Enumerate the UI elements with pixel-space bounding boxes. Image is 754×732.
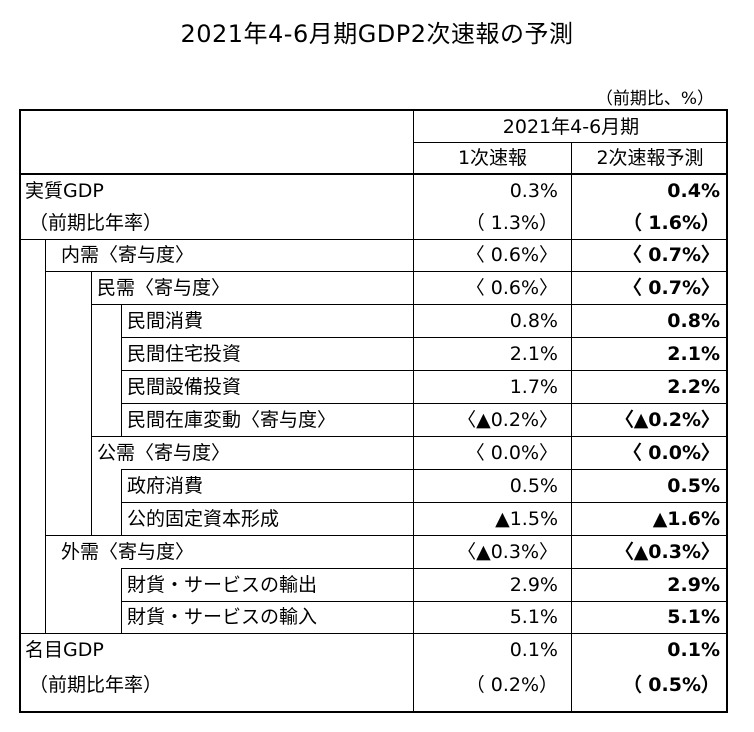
- page-title: 2021年4-6月期GDP2次速報の予測: [180, 20, 574, 48]
- cell-first-estimate: 0.8%: [509, 310, 558, 332]
- unit-note: （前期比、%）: [595, 89, 714, 109]
- header-col2: 2次速報予測: [596, 147, 704, 169]
- row-label-nominal-gdp: 名目GDP: [25, 639, 104, 661]
- indent-line-1: [45, 239, 46, 633]
- header-bottom-border: [21, 173, 726, 175]
- row-separator: [121, 469, 726, 470]
- row-separator: [121, 568, 726, 569]
- cell-second-forecast: 0.1%: [667, 639, 720, 661]
- cell-first-estimate: （ 0.2%）: [465, 674, 558, 696]
- cell-second-forecast: 0.8%: [667, 310, 720, 332]
- row-separator: [45, 271, 726, 272]
- header-period: 2021年4-6月期: [502, 116, 640, 138]
- cell-second-forecast: ▲1.6%: [652, 508, 720, 530]
- cell-first-estimate: 2.9%: [509, 574, 558, 596]
- indent-line-3c: [121, 568, 122, 633]
- cell-first-estimate: ▲1.5%: [495, 508, 558, 530]
- row-label-external-demand: 外需〈寄与度〉: [61, 541, 195, 563]
- cell-second-forecast: 〈 0.7%〉: [622, 244, 720, 266]
- row-label-exports: 財貨・サービスの輸出: [127, 574, 318, 596]
- row-label-private-housing: 民間住宅投資: [127, 343, 242, 365]
- row-separator: [21, 633, 726, 634]
- cell-first-estimate: 0.5%: [509, 475, 558, 497]
- row-separator: [121, 370, 726, 371]
- row-label-domestic-demand: 内需〈寄与度〉: [61, 244, 195, 266]
- row-separator: [91, 436, 726, 437]
- row-label-public-demand: 公需〈寄与度〉: [97, 442, 231, 464]
- row-separator: [21, 239, 726, 240]
- row-label-private-consumption: 民間消費: [127, 310, 204, 332]
- cell-first-estimate: 〈 0.0%〉: [465, 442, 558, 464]
- cell-second-forecast: 2.9%: [667, 574, 720, 596]
- row-label-public-investment: 公的固定資本形成: [127, 508, 280, 530]
- row-label-government-consumption: 政府消費: [127, 475, 204, 497]
- cell-second-forecast: 〈▲0.2%〉: [614, 409, 720, 431]
- row-label-annualized: （前期比年率）: [29, 212, 163, 234]
- cell-first-estimate: 0.3%: [509, 180, 558, 202]
- cell-second-forecast: 〈 0.7%〉: [622, 277, 720, 299]
- cell-first-estimate: 〈▲0.2%〉: [457, 409, 558, 431]
- cell-second-forecast: （ 1.6%）: [622, 212, 720, 234]
- row-label-private-inventory: 民間在庫変動〈寄与度〉: [127, 409, 337, 431]
- cell-first-estimate: （ 1.3%）: [465, 212, 558, 234]
- row-separator: [91, 304, 726, 305]
- row-label-private-demand: 民需〈寄与度〉: [97, 277, 231, 299]
- cell-second-forecast: 2.1%: [667, 343, 720, 365]
- row-separator: [121, 502, 726, 503]
- cell-first-estimate: 〈 0.6%〉: [465, 244, 558, 266]
- row-separator: [121, 403, 726, 404]
- cell-second-forecast: （ 0.5%）: [622, 674, 720, 696]
- indent-line-2: [91, 271, 92, 535]
- indent-line-3a: [121, 304, 122, 436]
- row-label-imports: 財貨・サービスの輸入: [127, 606, 318, 628]
- cell-first-estimate: 5.1%: [509, 606, 558, 628]
- row-label-real-gdp: 実質GDP: [25, 180, 104, 202]
- header-divider: [413, 142, 726, 143]
- col-divider-2: [571, 142, 572, 711]
- row-separator: [45, 535, 726, 536]
- cell-second-forecast: 2.2%: [667, 376, 720, 398]
- header-col1: 1次速報: [457, 147, 528, 169]
- gdp-forecast-table: 2021年4-6月期 1次速報 2次速報予測 実質GDP （前期比年率） 内需〈…: [19, 109, 728, 713]
- indent-line-3b: [121, 469, 122, 535]
- cell-second-forecast: 〈 0.0%〉: [622, 442, 720, 464]
- cell-second-forecast: 0.4%: [667, 180, 720, 202]
- row-label-private-capex: 民間設備投資: [127, 376, 242, 398]
- row-label-nominal-annualized: （前期比年率）: [29, 674, 163, 696]
- cell-first-estimate: 2.1%: [509, 343, 558, 365]
- cell-second-forecast: 0.5%: [667, 475, 720, 497]
- row-separator: [121, 601, 726, 602]
- cell-first-estimate: 0.1%: [509, 639, 558, 661]
- row-separator: [121, 337, 726, 338]
- cell-second-forecast: 5.1%: [667, 606, 720, 628]
- cell-first-estimate: 〈 0.6%〉: [465, 277, 558, 299]
- cell-second-forecast: 〈▲0.3%〉: [614, 541, 720, 563]
- col-divider-1: [413, 111, 414, 711]
- cell-first-estimate: 1.7%: [509, 376, 558, 398]
- cell-first-estimate: 〈▲0.3%〉: [457, 541, 558, 563]
